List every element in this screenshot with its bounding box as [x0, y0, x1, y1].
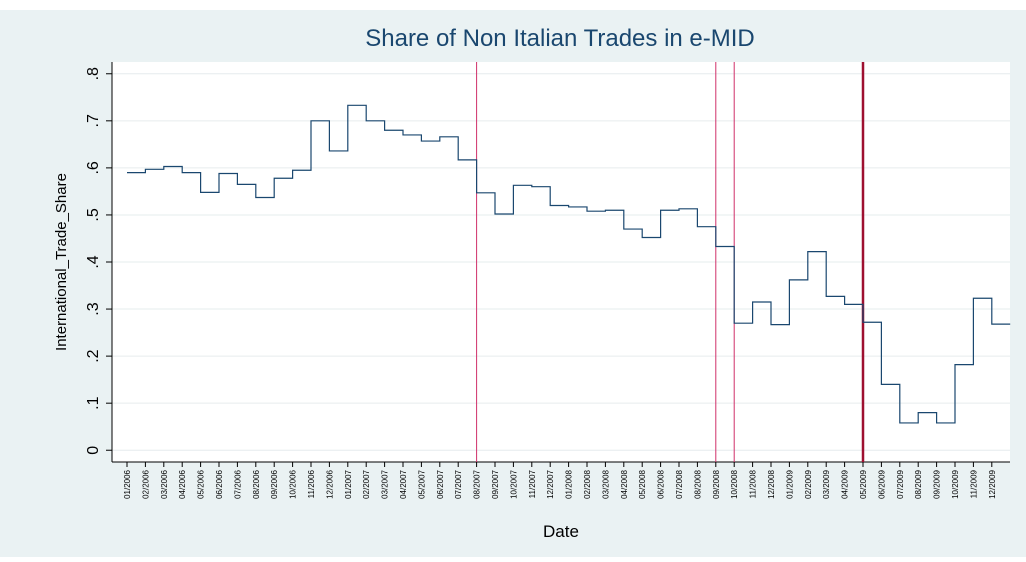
x-tick-label: 04/2008	[620, 469, 629, 498]
x-tick-label: 09/2008	[712, 469, 721, 498]
x-tick-label: 12/2009	[988, 469, 997, 498]
x-tick-label: 03/2006	[160, 469, 169, 498]
x-tick-label: 10/2007	[509, 469, 518, 498]
x-tick-label: 10/2009	[951, 469, 960, 498]
x-tick-label: 02/2007	[362, 469, 371, 498]
x-tick-label: 07/2006	[233, 469, 242, 498]
y-tick-label: .2	[85, 349, 102, 362]
chart-title: Share of Non Italian Trades in e-MID	[365, 25, 755, 52]
x-tick-label: 05/2007	[417, 469, 426, 498]
y-tick-label: .1	[85, 396, 102, 409]
x-tick-label: 08/2008	[693, 469, 702, 498]
x-tick-label: 05/2009	[859, 469, 868, 498]
x-tick-label: 10/2008	[730, 469, 739, 498]
x-tick-label: 04/2007	[399, 469, 408, 498]
y-tick-label: 0	[85, 446, 102, 455]
y-tick-label: .3	[85, 302, 102, 315]
x-tick-label: 05/2008	[638, 469, 647, 498]
x-tick-label: 02/2006	[141, 469, 150, 498]
x-tick-label: 08/2006	[252, 469, 261, 498]
x-tick-label: 06/2006	[215, 469, 224, 498]
x-tick-label: 11/2009	[969, 469, 978, 498]
y-tick-label: .4	[85, 255, 102, 268]
x-tick-label: 01/2009	[785, 469, 794, 498]
x-tick-label: 07/2007	[454, 469, 463, 498]
x-tick-label: 06/2007	[436, 469, 445, 498]
x-tick-label: 01/2007	[344, 469, 353, 498]
x-tick-label: 10/2006	[289, 469, 298, 498]
x-tick-label: 02/2009	[804, 469, 813, 498]
x-tick-label: 06/2009	[877, 469, 886, 498]
x-tick-label: 12/2006	[325, 469, 334, 498]
x-tick-label: 01/2008	[565, 469, 574, 498]
x-tick-label: 05/2006	[197, 469, 206, 498]
y-tick-label: .7	[85, 114, 102, 127]
x-tick-label: 03/2007	[381, 469, 390, 498]
x-tick-label: 09/2009	[933, 469, 942, 498]
x-tick-label: 09/2007	[491, 469, 500, 498]
x-tick-label: 02/2008	[583, 469, 592, 498]
x-tick-label: 12/2008	[767, 469, 776, 498]
x-tick-label: 12/2007	[546, 469, 555, 498]
x-tick-label: 04/2009	[841, 469, 850, 498]
x-tick-label: 09/2006	[270, 469, 279, 498]
x-tick-label: 03/2009	[822, 469, 831, 498]
x-tick-label: 04/2006	[178, 469, 187, 498]
x-tick-label: 11/2007	[528, 469, 537, 498]
x-tick-label: 11/2006	[307, 469, 316, 498]
x-tick-label: 03/2008	[601, 469, 610, 498]
x-tick-label: 06/2008	[657, 469, 666, 498]
x-axis-label: Date	[543, 522, 579, 541]
plot-layer: 0 .1 .2 .3 .4 .5 .6 .7 .8 01/2006 02/2006 03/2006 04…	[85, 62, 1011, 499]
y-axis-label: International_Trade_Share	[53, 173, 70, 351]
x-tick-label: 07/2009	[896, 469, 905, 498]
y-tick-label: .5	[85, 208, 102, 221]
data-line	[127, 104, 1011, 424]
x-tick-label: 01/2006	[123, 469, 132, 498]
x-tick-label: 11/2008	[749, 469, 758, 498]
y-tick-label: .8	[85, 67, 102, 80]
x-tick-label: 08/2009	[914, 469, 923, 498]
x-tick-label: 07/2008	[675, 469, 684, 498]
x-tick-label: 08/2007	[473, 469, 482, 498]
y-tick-label: .6	[85, 161, 102, 174]
